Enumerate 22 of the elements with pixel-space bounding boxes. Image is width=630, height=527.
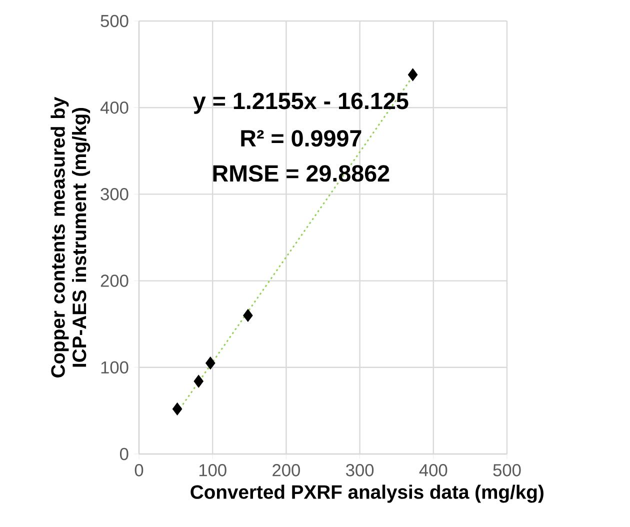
annotation: y = 1.2155x - 16.125	[193, 92, 408, 114]
x-tick-label: 300	[346, 464, 374, 476]
x-tick-label: 200	[272, 464, 300, 476]
y-tick-label: 400	[100, 101, 128, 114]
point	[194, 374, 204, 388]
x-tick-label: 0	[134, 464, 144, 476]
point	[206, 356, 216, 370]
annotation: R² = 0.9997	[241, 130, 362, 147]
y-tick-label: 500	[100, 14, 128, 28]
x-tick-label: 500	[493, 464, 521, 476]
x-tick-label: 400	[419, 464, 448, 476]
y-axis-title: Copper contents measured by ICP-AES instrument (mg/kg)	[50, 96, 90, 378]
point	[243, 309, 253, 322]
point	[172, 402, 182, 416]
y-tick-label: 0	[120, 448, 128, 460]
y-tick-label: 100	[101, 361, 128, 374]
x-tick-label: 100	[199, 464, 226, 476]
y-tick-label: 300	[100, 188, 128, 200]
y-tick-label: 200	[100, 274, 128, 287]
annotation: RMSE = 29.8862	[213, 165, 390, 182]
point	[408, 68, 418, 82]
x-axis-title: Converted PXRF analysis data (mg/kg)	[190, 484, 544, 503]
